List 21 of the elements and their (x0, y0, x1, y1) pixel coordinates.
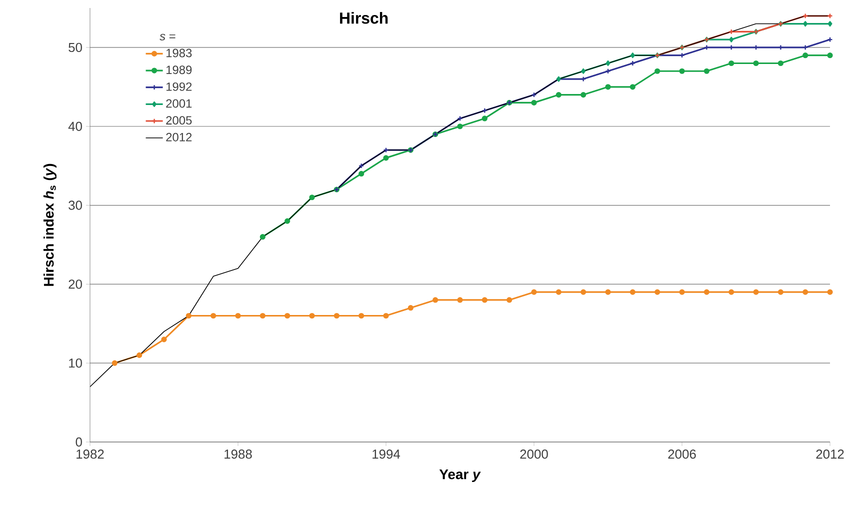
y-tick-label: 40 (68, 122, 82, 131)
y-tick-label: 0 (76, 437, 82, 447)
y-tick-label: 20 (68, 280, 82, 289)
legend-title: s = (160, 34, 176, 40)
x-tick-label: 2000 (520, 450, 548, 459)
legend-label: 1992 (166, 82, 192, 91)
x-tick-label: 1982 (76, 450, 104, 459)
y-tick-label: 30 (68, 200, 82, 210)
x-tick-label: 2012 (816, 450, 844, 459)
y-tick-label: 50 (68, 42, 82, 52)
x-tick-label: 1988 (224, 450, 252, 459)
chart-title: Hirsch (340, 12, 388, 24)
y-tick-label: 10 (69, 358, 82, 368)
legend-label: 2005 (166, 116, 192, 125)
legend-label: 2012 (166, 132, 192, 142)
x-axis-title: Year y (439, 470, 481, 482)
legend-label: 2001 (166, 99, 192, 108)
legend-label: 1983 (166, 48, 192, 58)
legend-label: 1989 (166, 66, 192, 74)
x-tick-label: 1994 (372, 450, 400, 459)
x-tick-label: 2006 (668, 450, 696, 459)
